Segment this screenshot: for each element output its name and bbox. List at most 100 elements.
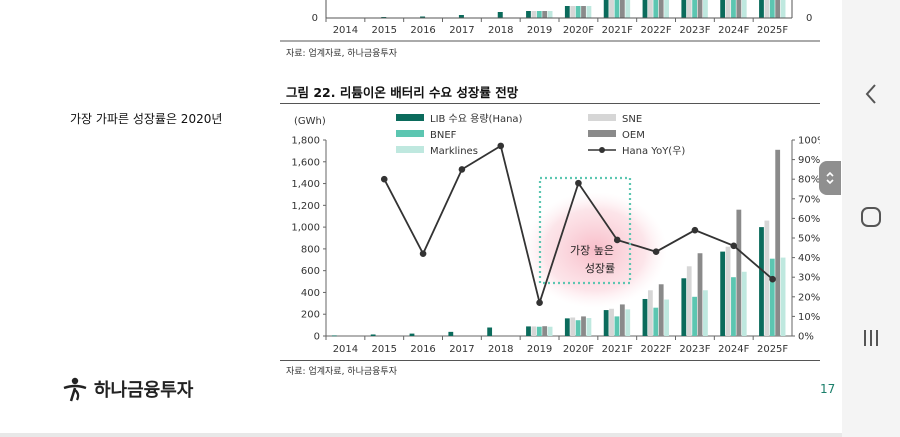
yoy-point	[652, 248, 660, 256]
bar	[526, 326, 531, 336]
top-left-zero: 0	[312, 13, 318, 24]
y2-tick-label: 70%	[798, 194, 820, 205]
recents-button[interactable]	[842, 318, 900, 358]
y-tick-label: 200	[301, 310, 320, 321]
top-bar	[741, 0, 747, 18]
top-bar	[603, 0, 609, 18]
x-tick-label: 2019	[527, 344, 552, 355]
chevron-left-icon	[865, 84, 876, 104]
top-bar	[725, 0, 731, 18]
bar	[564, 318, 570, 336]
bar	[759, 227, 764, 336]
x-tick-label: 2018	[488, 344, 513, 355]
top-bar	[420, 16, 426, 18]
y-tick-label: 1,000	[291, 223, 320, 234]
top-x-tick-label: 2019	[527, 25, 552, 36]
y2-tick-label: 80%	[798, 175, 820, 186]
top-bar	[575, 6, 581, 18]
top-bar	[531, 11, 537, 18]
bar	[775, 149, 781, 336]
source-bottom: 자료: 업계자료, 하나금융투자	[286, 367, 397, 377]
top-bar	[642, 0, 648, 18]
y-tick-label: 1,600	[291, 157, 320, 168]
top-bar	[697, 0, 703, 18]
legend-marker	[599, 147, 605, 153]
page-number: 17	[820, 382, 836, 396]
top-x-tick-label: 2022F	[640, 25, 671, 36]
bar	[697, 253, 703, 336]
y2-tick-label: 30%	[798, 273, 820, 284]
top-x-tick-label: 2017	[449, 25, 474, 36]
top-bar	[664, 0, 669, 18]
back-button[interactable]	[842, 74, 900, 114]
top-bar	[542, 11, 548, 18]
highlight-box	[538, 176, 632, 285]
x-tick-label: 2020F	[563, 344, 594, 355]
yoy-point	[613, 236, 621, 244]
bar	[780, 257, 786, 336]
side-note: 가장 가파른 성장률은 2020년	[70, 112, 223, 126]
bar	[681, 278, 687, 336]
legend-swatch	[396, 114, 424, 121]
top-bar	[547, 11, 553, 18]
bar	[536, 326, 542, 336]
top-bar	[736, 0, 742, 18]
top-bar	[581, 6, 586, 18]
y-tick-label: 1,400	[291, 179, 320, 190]
top-bar	[692, 0, 698, 18]
yoy-point	[769, 275, 776, 283]
bar	[647, 290, 653, 336]
yoy-point	[730, 242, 738, 250]
bar	[542, 326, 548, 336]
top-x-tick-label: 2014	[333, 25, 358, 36]
main-chart: 0 200 400 600 800 1,000 1,200 1,400 1,600 1,800 0%…	[291, 113, 820, 355]
x-tick-label: 2014	[333, 344, 358, 355]
legend-label: SNE	[622, 114, 642, 125]
top-bar	[625, 0, 631, 18]
y2-tick-label: 40%	[798, 253, 820, 264]
legend-label: BNEF	[430, 130, 457, 141]
bar	[686, 266, 692, 336]
bar	[769, 258, 775, 336]
top-x-tick-label: 2020F	[563, 25, 594, 36]
x-tick-label: 2023F	[679, 344, 710, 355]
top-bar	[764, 0, 770, 18]
x-tick-label: 2021F	[602, 344, 633, 355]
bar	[664, 299, 669, 336]
bar	[642, 298, 648, 336]
android-nav-bar	[842, 0, 900, 437]
y-tick-label: 600	[301, 266, 320, 277]
bar	[609, 308, 614, 336]
top-bar	[497, 12, 503, 18]
circle-icon	[861, 207, 881, 227]
bar	[575, 320, 581, 336]
top-bar	[619, 0, 625, 18]
y-tick-label: 1,800	[291, 136, 320, 147]
bar	[586, 318, 592, 336]
top-bar	[609, 0, 614, 18]
legend-swatch	[396, 130, 424, 137]
home-button[interactable]	[842, 197, 900, 237]
bar	[409, 333, 415, 336]
company-logo: 하나금융투자	[62, 375, 193, 403]
legend-label: Hana YoY(우)	[622, 145, 685, 157]
top-bar	[526, 11, 531, 18]
bar	[448, 331, 454, 336]
yoy-point	[458, 166, 466, 173]
legend-label: Marklines	[430, 146, 478, 157]
yoy-point	[380, 175, 388, 183]
bar	[531, 326, 537, 336]
yoy-point	[691, 226, 699, 234]
legend-swatch	[588, 114, 616, 121]
scroll-handle[interactable]	[819, 161, 841, 195]
title-rule	[280, 103, 820, 104]
y2-tick-label: 10%	[798, 312, 820, 323]
y2-tick-label: 100%	[798, 136, 820, 147]
top-x-tick-label: 2018	[488, 25, 513, 36]
bar	[331, 335, 337, 337]
top-x-tick-label: 2023F	[679, 25, 710, 36]
yoy-point	[497, 142, 505, 150]
annotation-line1: 가장 높은	[570, 244, 614, 257]
y2-tick-label: 50%	[798, 234, 820, 245]
bar	[741, 271, 747, 336]
